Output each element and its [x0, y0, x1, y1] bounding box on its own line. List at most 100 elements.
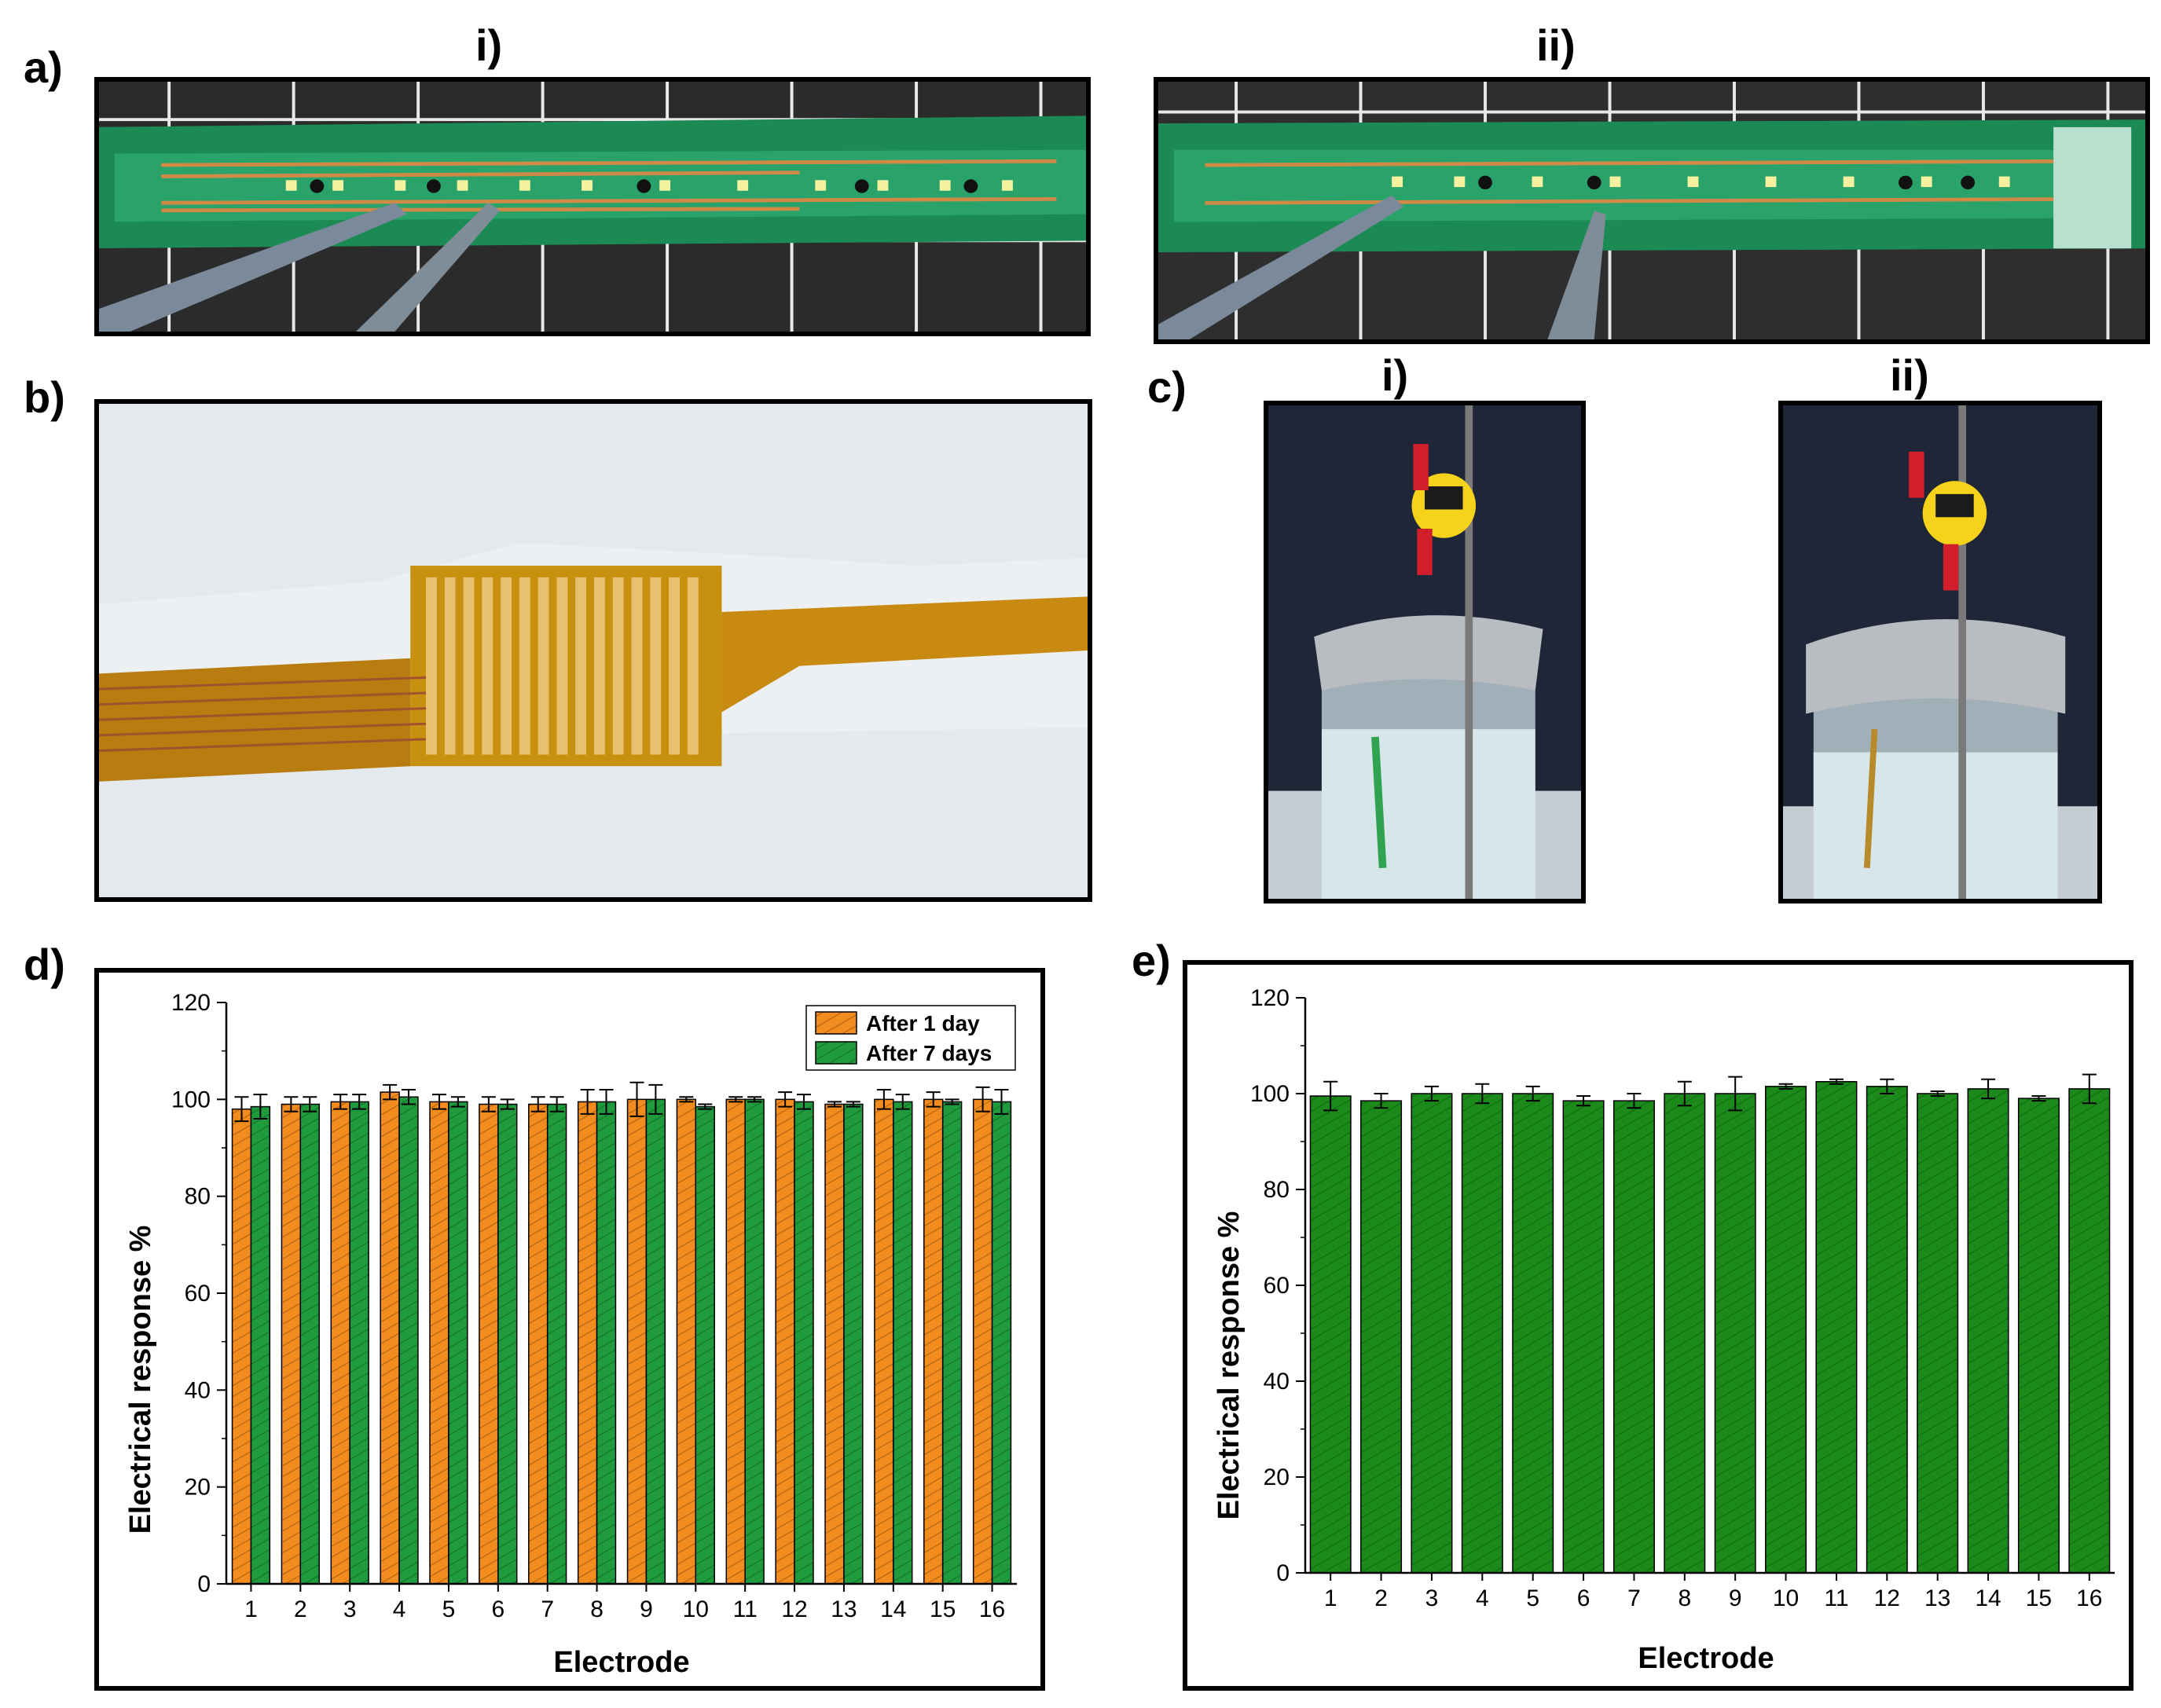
- xtick-e-2: 2: [1374, 1585, 1388, 1611]
- bar-d-s1-16: [991, 1101, 1012, 1585]
- bar-d-s1-4: [398, 1096, 419, 1585]
- xtick-d-2: 2: [294, 1596, 307, 1622]
- bar-d-s1-14: [893, 1101, 913, 1585]
- bar-d-s0-11: [725, 1098, 746, 1585]
- xtick-e-7: 7: [1627, 1585, 1641, 1611]
- chart-d: 1 2 3 4 5 6 7 8 9 10 11 12 13 14 15 16 0 20 40 60 80 100 120 E…: [94, 968, 1045, 1691]
- xtick-e-1: 1: [1324, 1585, 1337, 1611]
- bar-d-s0-9: [626, 1098, 648, 1585]
- xtick-d-15: 15: [930, 1596, 956, 1622]
- xtick-d-9: 9: [640, 1596, 653, 1622]
- chart-e: 1 2 3 4 5 6 7 8 9 10 11 12 13 14 15 16 0 20 40 60 80 100 120 E…: [1183, 960, 2133, 1691]
- xtick-e-14: 14: [1975, 1585, 2001, 1611]
- bar-e-s0-3: [1411, 1093, 1453, 1574]
- ytick-d-20: 20: [185, 1475, 211, 1501]
- photo-electrode-strip-ii: [1154, 77, 2150, 344]
- xtick-d-11: 11: [733, 1596, 758, 1622]
- xtick-e-3: 3: [1425, 1585, 1439, 1611]
- bar-e-s0-13: [1917, 1093, 1959, 1574]
- legend-swatch-after-7-days: [815, 1041, 857, 1065]
- bar-e-s0-16: [2068, 1088, 2111, 1574]
- xtick-e-16: 16: [2076, 1585, 2102, 1611]
- xtick-d-3: 3: [343, 1596, 357, 1622]
- bar-d-s0-7: [528, 1103, 549, 1585]
- panel-label-d: d): [24, 940, 65, 989]
- panel-a-sub-ii: ii): [1536, 20, 1576, 70]
- panel-c-sub-i: i): [1381, 350, 1409, 400]
- legend-label-after-1-day: After 1 day: [866, 1011, 980, 1035]
- ytick-e-120: 120: [1250, 985, 1290, 1011]
- bar-d-s1-10: [695, 1105, 715, 1585]
- bar-d-s0-2: [281, 1103, 302, 1585]
- bar-d-s1-15: [941, 1101, 963, 1585]
- chart-d-legend: After 1 day After 7 days: [805, 1005, 1016, 1071]
- ytick-d-40: 40: [185, 1377, 211, 1403]
- xtick-d-6: 6: [491, 1596, 504, 1622]
- legend-swatch-after-1-day: [815, 1011, 857, 1035]
- xtick-d-12: 12: [781, 1596, 807, 1622]
- bar-e-s0-12: [1866, 1086, 1908, 1574]
- chart-e-ylabel: Electrical response %: [1213, 1211, 1246, 1520]
- bar-e-s0-5: [1512, 1093, 1554, 1574]
- photo-soak-test-i: [1264, 401, 1586, 903]
- bar-d-s1-5: [448, 1101, 468, 1585]
- bar-d-s0-14: [874, 1098, 894, 1585]
- bar-d-s0-16: [972, 1098, 993, 1585]
- xtick-e-10: 10: [1773, 1585, 1799, 1611]
- panel-label-b: b): [24, 372, 65, 422]
- bar-d-s0-15: [923, 1098, 944, 1585]
- ytick-e-0: 0: [1276, 1560, 1290, 1586]
- bar-d-s1-8: [596, 1101, 617, 1585]
- xtick-e-5: 5: [1526, 1585, 1539, 1611]
- bar-d-s0-3: [330, 1101, 350, 1585]
- xtick-e-13: 13: [1924, 1585, 1950, 1611]
- panel-a-sub-i: i): [475, 20, 503, 70]
- xtick-d-10: 10: [683, 1596, 709, 1622]
- ytick-e-100: 100: [1250, 1081, 1290, 1107]
- ytick-d-100: 100: [171, 1087, 211, 1112]
- xtick-e-15: 15: [2026, 1585, 2052, 1611]
- bar-e-s0-15: [2017, 1098, 2060, 1574]
- ytick-e-20: 20: [1264, 1464, 1290, 1490]
- bar-e-s0-10: [1765, 1086, 1807, 1574]
- bar-d-s1-2: [299, 1103, 320, 1585]
- ytick-d-0: 0: [197, 1571, 211, 1597]
- panel-c-sub-ii: ii): [1890, 350, 1929, 400]
- bar-e-s0-1: [1309, 1095, 1352, 1574]
- chart-d-ylabel: Electrical response %: [124, 1226, 157, 1534]
- bar-e-s0-4: [1461, 1093, 1503, 1574]
- xtick-d-8: 8: [590, 1596, 604, 1622]
- bar-e-s0-6: [1562, 1100, 1605, 1574]
- xtick-d-5: 5: [442, 1596, 456, 1622]
- xtick-d-1: 1: [244, 1596, 258, 1622]
- panel-label-a: a): [24, 42, 63, 92]
- bar-d-s1-1: [250, 1105, 271, 1585]
- bar-d-s0-12: [775, 1098, 795, 1585]
- xtick-e-8: 8: [1678, 1585, 1691, 1611]
- bar-e-s0-8: [1664, 1093, 1706, 1574]
- xtick-e-11: 11: [1824, 1585, 1848, 1611]
- bar-d-s0-1: [231, 1108, 252, 1585]
- bar-d-s1-3: [349, 1101, 369, 1585]
- xtick-d-4: 4: [393, 1596, 406, 1622]
- ytick-e-80: 80: [1264, 1177, 1290, 1203]
- xtick-d-14: 14: [880, 1596, 906, 1622]
- ytick-d-60: 60: [185, 1281, 211, 1307]
- xtick-d-13: 13: [831, 1596, 857, 1622]
- bar-e-s0-9: [1714, 1093, 1756, 1574]
- xtick-d-16: 16: [979, 1596, 1005, 1622]
- bar-d-s0-4: [380, 1091, 400, 1585]
- bar-d-s1-9: [645, 1098, 666, 1585]
- photo-soak-test-ii: [1778, 401, 2102, 903]
- bar-d-s1-6: [497, 1103, 518, 1585]
- chart-d-xlabel: Electrode: [553, 1646, 689, 1679]
- ytick-d-120: 120: [171, 990, 211, 1016]
- panel-label-c: c): [1147, 362, 1187, 412]
- chart-e-xlabel: Electrode: [1638, 1642, 1774, 1675]
- ytick-e-60: 60: [1264, 1273, 1290, 1299]
- bar-d-s0-13: [824, 1103, 845, 1585]
- bar-d-s0-10: [676, 1098, 697, 1585]
- xtick-e-12: 12: [1874, 1585, 1900, 1611]
- photo-electrode-strip-i: [94, 77, 1091, 336]
